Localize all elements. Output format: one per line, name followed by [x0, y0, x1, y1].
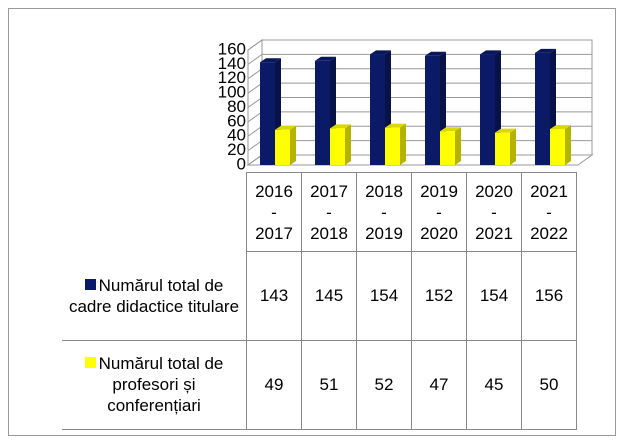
bar-top	[550, 125, 571, 130]
value-cell: 156	[521, 251, 577, 341]
bar	[495, 128, 516, 165]
legend-key	[84, 357, 96, 368]
bar	[385, 123, 406, 165]
value-cell: 152	[411, 251, 467, 341]
bar-top	[315, 56, 336, 61]
bar-front	[425, 55, 440, 165]
value-cell: 143	[246, 251, 302, 341]
table-row: Numărul total de profesori și conferenți…	[62, 339, 577, 430]
bar-front	[370, 54, 385, 165]
y-tick-label: 60	[227, 111, 246, 130]
bar-top	[370, 50, 391, 55]
legend-label: Numărul total de profesori și conferenți…	[98, 354, 224, 415]
y-tick-label: 0	[237, 154, 246, 173]
bar-front	[275, 129, 290, 165]
bar-side	[565, 125, 571, 165]
data-table: 2016 - 2017 2017 - 2018 2018 - 2019 2019 - …	[62, 172, 577, 430]
legend-entry: Numărul total de profesori și conferenți…	[62, 340, 247, 430]
bar-top	[495, 128, 516, 133]
bar-front	[260, 62, 275, 165]
value-cell: 50	[521, 339, 577, 430]
bar	[275, 125, 296, 165]
bar-top	[535, 48, 556, 53]
bar-front	[495, 132, 510, 165]
y-tick-label: 100	[218, 83, 246, 102]
value-cell: 49	[246, 339, 302, 430]
bar-front	[330, 128, 345, 165]
bar-top	[330, 124, 351, 129]
bar-front	[550, 129, 565, 165]
bar-top	[440, 127, 461, 132]
bar	[330, 124, 351, 165]
y-tick-label: 80	[227, 97, 246, 116]
table-row: Numărul total de cadre didactice titular…	[62, 251, 577, 341]
category-label: 2019 - 2020	[411, 172, 467, 252]
bar-side	[400, 123, 406, 165]
bar-front	[315, 60, 330, 165]
bar-top	[275, 125, 296, 130]
bar-side	[345, 124, 351, 165]
legend-key	[84, 278, 96, 290]
bar-front	[440, 131, 455, 165]
bar	[550, 125, 571, 165]
y-tick-label: 120	[218, 68, 246, 87]
table-corner	[62, 173, 247, 252]
y-tick-label: 20	[227, 140, 246, 159]
grid-line	[247, 39, 592, 51]
table-header-row: 2016 - 2017 2017 - 2018 2018 - 2019 2019 - …	[62, 172, 577, 252]
category-label: 2021 - 2022	[521, 172, 577, 252]
bar-top	[480, 50, 501, 55]
value-cell: 52	[356, 339, 412, 430]
legend-label: Numărul total de cadre didactice titular…	[68, 275, 240, 316]
bar-front	[480, 54, 495, 165]
category-label: 2018 - 2019	[356, 172, 412, 252]
value-cell: 47	[411, 339, 467, 430]
bar-front	[385, 127, 400, 165]
bar-side	[290, 125, 296, 165]
bar-top	[260, 58, 281, 63]
bar-top	[425, 51, 446, 56]
category-label: 2017 - 2018	[301, 172, 357, 252]
y-tick-label: 160	[218, 39, 246, 58]
y-tick-label: 40	[227, 126, 246, 145]
category-label: 2016 - 2017	[246, 172, 302, 252]
y-tick-label: 140	[218, 54, 246, 73]
value-cell: 51	[301, 339, 357, 430]
bar-front	[535, 52, 550, 165]
bar	[440, 127, 461, 165]
bar-side	[455, 127, 461, 165]
value-cell: 154	[356, 251, 412, 341]
chart-border	[8, 8, 616, 436]
legend-entry: Numărul total de cadre didactice titular…	[62, 251, 247, 341]
bar-top	[385, 123, 406, 128]
value-cell: 145	[301, 251, 357, 341]
value-cell: 45	[466, 339, 522, 430]
category-label: 2020 - 2021	[466, 172, 522, 252]
value-cell: 154	[466, 251, 522, 341]
bar-side	[510, 128, 516, 165]
